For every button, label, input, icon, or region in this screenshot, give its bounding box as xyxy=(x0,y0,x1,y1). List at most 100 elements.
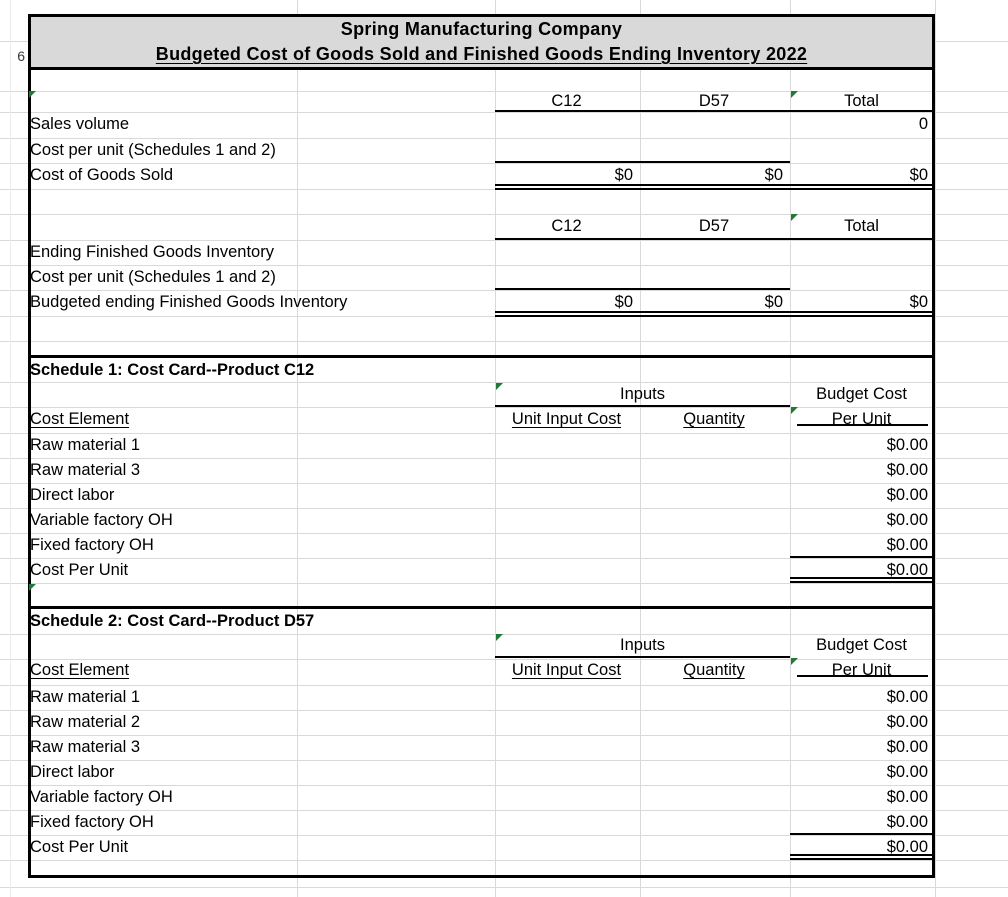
budget-cost-header-cell[interactable]: Budget Cost xyxy=(816,385,907,403)
gridline xyxy=(0,433,1008,434)
value-cell-per-unit[interactable]: $0.00 xyxy=(886,713,928,731)
subtotal-underline xyxy=(495,161,790,163)
report-title-cell[interactable]: Budgeted Cost of Goods Sold and Finished… xyxy=(155,44,808,64)
row-label-cell[interactable]: Fixed factory OH xyxy=(30,536,154,554)
gridline xyxy=(0,265,1008,266)
column-header-d57[interactable]: D57 xyxy=(698,92,730,110)
row-label-cell[interactable]: Direct labor xyxy=(30,486,115,504)
error-indicator-icon xyxy=(791,407,798,414)
per-unit-header-cell[interactable]: Per Unit xyxy=(831,661,892,679)
gridline xyxy=(640,0,641,897)
value-cell-total[interactable]: 0 xyxy=(918,115,928,133)
quantity-header-cell[interactable]: Quantity xyxy=(683,410,745,428)
quantity-header-cell[interactable]: Quantity xyxy=(683,661,745,679)
row-label-cell[interactable]: Direct labor xyxy=(30,763,115,781)
row-label-cell[interactable]: Variable factory OH xyxy=(30,511,173,529)
gridline xyxy=(0,382,1008,383)
gridline xyxy=(0,163,1008,164)
error-indicator-icon xyxy=(496,634,503,641)
gridline xyxy=(495,0,496,897)
value-cell-per-unit[interactable]: $0.00 xyxy=(886,536,928,554)
column-header-d57[interactable]: D57 xyxy=(698,217,730,235)
error-indicator-icon xyxy=(791,658,798,665)
row-label-cell[interactable]: Cost of Goods Sold xyxy=(30,166,174,184)
total-value-cell[interactable]: $0.00 xyxy=(886,838,928,856)
row-label-cell[interactable]: Variable factory OH xyxy=(30,788,173,806)
total-row-label-cell[interactable]: Cost Per Unit xyxy=(30,561,129,579)
row-label-cell[interactable]: Raw material 1 xyxy=(30,436,141,454)
value-cell-per-unit[interactable]: $0.00 xyxy=(886,486,928,504)
unit-input-cost-header-cell[interactable]: Unit Input Cost xyxy=(511,661,622,679)
error-indicator-icon xyxy=(791,91,798,98)
value-cell-total[interactable]: $0 xyxy=(909,166,928,184)
value-cell-per-unit[interactable]: $0.00 xyxy=(886,688,928,706)
gridline xyxy=(935,0,936,897)
inputs-header-cell[interactable]: Inputs xyxy=(620,636,665,654)
value-cell-per-unit[interactable]: $0.00 xyxy=(886,436,928,454)
row-number[interactable]: 6 xyxy=(17,48,25,64)
error-indicator-icon xyxy=(791,214,798,221)
title-bottom-border xyxy=(28,67,935,70)
gridline xyxy=(0,685,1008,686)
value-cell-per-unit[interactable]: $0.00 xyxy=(886,738,928,756)
cost-element-header-cell[interactable]: Cost Element xyxy=(30,661,130,679)
schedule1-title-cell[interactable]: Schedule 1: Cost Card--Product C12 xyxy=(30,361,315,379)
unit-input-cost-header-cell[interactable]: Unit Input Cost xyxy=(511,410,622,428)
total-value-cell[interactable]: $0.00 xyxy=(886,561,928,579)
row-label-cell[interactable]: Raw material 3 xyxy=(30,738,141,756)
column-header-c12[interactable]: C12 xyxy=(551,92,582,110)
gridline xyxy=(10,0,11,897)
subtotal-underline xyxy=(790,556,935,558)
subtotal-underline xyxy=(495,288,790,290)
row-label-cell[interactable]: Cost per unit (Schedules 1 and 2) xyxy=(30,268,276,286)
row-label-cell[interactable]: Ending Finished Goods Inventory xyxy=(30,243,274,261)
value-cell-d57[interactable]: $0 xyxy=(764,293,783,311)
value-cell-c12[interactable]: $0 xyxy=(614,293,633,311)
row-label-cell[interactable]: Raw material 2 xyxy=(30,713,141,731)
total-row-label-cell[interactable]: Cost Per Unit xyxy=(30,838,129,856)
value-cell-per-unit[interactable]: $0.00 xyxy=(886,763,928,781)
row-label-cell[interactable]: Raw material 3 xyxy=(30,461,141,479)
gridline xyxy=(0,710,1008,711)
gridline xyxy=(0,341,1008,342)
value-cell-per-unit[interactable]: $0.00 xyxy=(886,788,928,806)
total-double-underline xyxy=(790,577,935,583)
company-title-cell[interactable]: Spring Manufacturing Company xyxy=(340,19,623,39)
error-indicator-icon xyxy=(496,383,503,390)
column-header-total[interactable]: Total xyxy=(844,217,879,235)
gridline xyxy=(790,0,791,897)
gridline xyxy=(297,0,298,897)
per-unit-header-cell[interactable]: Per Unit xyxy=(831,410,892,428)
gridline xyxy=(0,407,1008,408)
row-label-cell[interactable]: Cost per unit (Schedules 1 and 2) xyxy=(30,141,276,159)
value-cell-d57[interactable]: $0 xyxy=(764,166,783,184)
row-label-cell[interactable]: Raw material 1 xyxy=(30,688,141,706)
value-cell-per-unit[interactable]: $0.00 xyxy=(886,511,928,529)
column-header-c12[interactable]: C12 xyxy=(551,217,582,235)
value-cell-c12[interactable]: $0 xyxy=(614,166,633,184)
section-divider xyxy=(28,355,935,358)
gridline xyxy=(0,214,1008,215)
row-label-cell[interactable]: Budgeted ending Finished Goods Inventory xyxy=(30,293,348,311)
column-header-total[interactable]: Total xyxy=(844,92,879,110)
cost-element-header-cell[interactable]: Cost Element xyxy=(30,410,130,428)
value-cell-per-unit[interactable]: $0.00 xyxy=(886,461,928,479)
value-cell-per-unit[interactable]: $0.00 xyxy=(886,813,928,831)
gridline xyxy=(0,835,1008,836)
error-indicator-icon xyxy=(29,91,36,98)
row-label-cell[interactable]: Fixed factory OH xyxy=(30,813,154,831)
gridline xyxy=(0,290,1008,291)
budget-cost-header-cell[interactable]: Budget Cost xyxy=(816,636,907,654)
value-cell-total[interactable]: $0 xyxy=(909,293,928,311)
inputs-header-cell[interactable]: Inputs xyxy=(620,385,665,403)
section-divider xyxy=(28,606,935,609)
gridline xyxy=(0,860,1008,861)
schedule2-title-cell[interactable]: Schedule 2: Cost Card--Product D57 xyxy=(30,612,315,630)
gridline xyxy=(0,810,1008,811)
gridline xyxy=(0,533,1008,534)
gridline xyxy=(0,634,1008,635)
gridline xyxy=(0,785,1008,786)
total-double-underline xyxy=(495,311,935,317)
row-label-cell[interactable]: Sales volume xyxy=(30,115,130,133)
